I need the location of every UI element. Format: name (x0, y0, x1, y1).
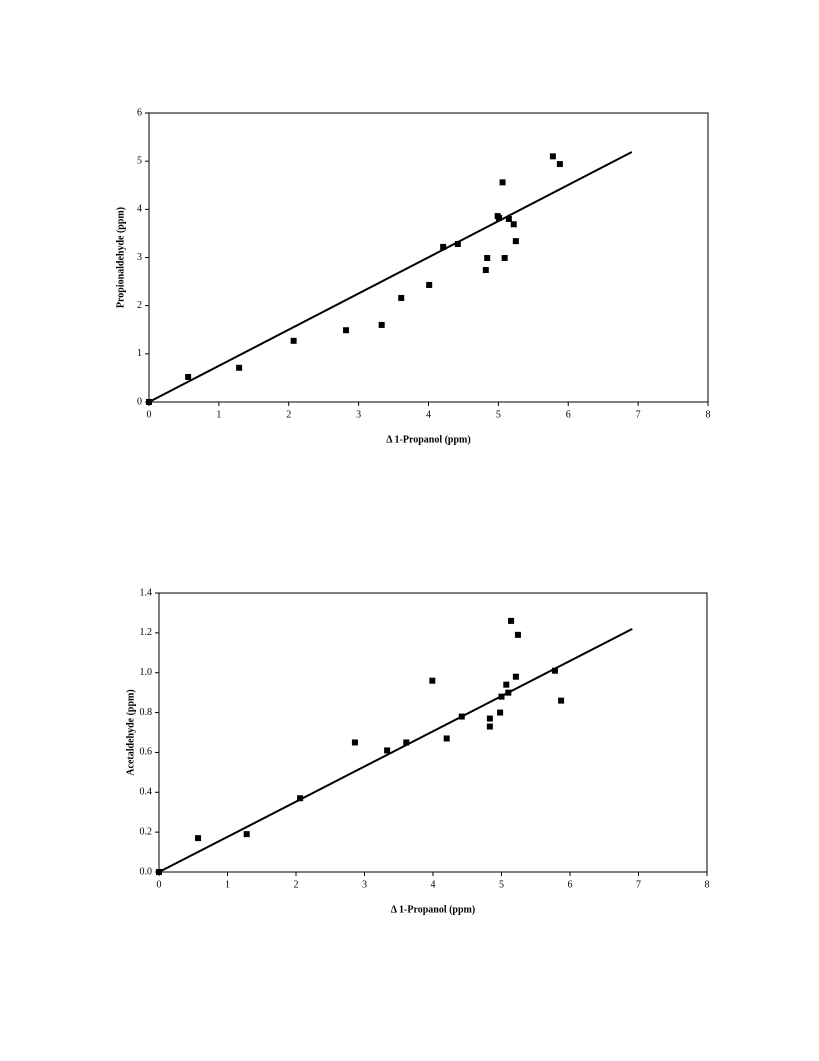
data-point (503, 681, 510, 688)
y-tick-label: 1.0 (140, 667, 153, 678)
data-point (505, 215, 512, 222)
x-tick-label: 1 (216, 409, 221, 420)
y-tick-label: 0.6 (140, 747, 153, 758)
x-tick-label: 6 (566, 409, 571, 420)
x-tick-label: 2 (286, 409, 291, 420)
data-point (195, 835, 202, 842)
data-point (351, 739, 358, 746)
y-axis-label: Acetaldehyde (ppm) (125, 689, 136, 775)
data-point (426, 281, 433, 288)
data-point (558, 697, 565, 704)
data-point (440, 243, 447, 250)
x-tick-label: 8 (705, 879, 710, 890)
x-tick-label: 3 (356, 409, 361, 420)
data-point (510, 221, 517, 228)
x-tick-label: 0 (147, 409, 152, 420)
data-point (512, 673, 519, 680)
x-axis-label: Δ 1-Propanol (ppm) (386, 434, 470, 445)
x-axis-label: Δ 1-Propanol (ppm) (391, 904, 475, 915)
y-tick-label: 0.4 (140, 787, 153, 798)
y-tick-label: 0.8 (140, 707, 153, 718)
data-point (551, 667, 558, 674)
x-tick-label: 0 (157, 879, 162, 890)
y-tick-label: 3 (137, 252, 142, 263)
data-point (484, 254, 491, 261)
data-point (398, 294, 405, 301)
x-tick-label: 3 (362, 879, 367, 890)
data-point (508, 617, 515, 624)
data-point (482, 267, 489, 274)
y-tick-label: 2 (137, 300, 142, 311)
data-point (486, 715, 493, 722)
y-tick-label: 6 (137, 107, 142, 118)
data-point (512, 238, 519, 245)
data-point (378, 321, 385, 328)
data-point (556, 161, 563, 168)
x-tick-label: 1 (225, 879, 230, 890)
data-point (236, 364, 243, 371)
x-tick-label: 4 (426, 409, 431, 420)
x-tick-label: 5 (496, 409, 501, 420)
data-point (297, 795, 304, 802)
data-point (454, 241, 461, 248)
data-point (499, 179, 506, 186)
y-tick-label: 1.2 (140, 627, 153, 638)
y-tick-label: 1.4 (140, 587, 153, 598)
data-point (514, 631, 521, 638)
data-point (185, 373, 192, 380)
data-point (384, 747, 391, 754)
x-tick-label: 7 (636, 879, 641, 890)
data-point (501, 254, 508, 261)
y-tick-label: 5 (137, 155, 142, 166)
data-point (429, 677, 436, 684)
y-tick-label: 0.2 (140, 826, 153, 837)
x-tick-label: 2 (294, 879, 299, 890)
data-point (486, 723, 493, 730)
y-axis-label: Propionaldehyde (ppm) (115, 207, 126, 308)
data-point (497, 709, 504, 716)
x-tick-label: 5 (499, 879, 504, 890)
data-point (243, 831, 250, 838)
data-point (290, 337, 297, 344)
data-point (343, 327, 350, 334)
x-tick-label: 8 (706, 409, 711, 420)
y-tick-label: 0.0 (140, 866, 153, 877)
y-tick-label: 0 (137, 396, 142, 407)
data-point (443, 735, 450, 742)
data-point (403, 739, 410, 746)
x-tick-label: 6 (568, 879, 573, 890)
y-tick-label: 4 (137, 204, 142, 215)
fit-line (148, 151, 633, 403)
data-point (496, 215, 503, 222)
x-tick-label: 7 (636, 409, 641, 420)
y-tick-label: 1 (137, 348, 142, 359)
x-tick-label: 4 (431, 879, 436, 890)
fit-line (158, 627, 633, 873)
data-point (549, 153, 556, 160)
